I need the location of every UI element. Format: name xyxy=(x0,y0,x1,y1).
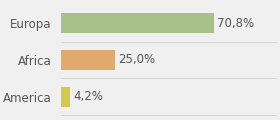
Text: 70,8%: 70,8% xyxy=(217,17,254,30)
Bar xyxy=(61,87,70,107)
Bar xyxy=(61,50,115,70)
Text: 25,0%: 25,0% xyxy=(118,54,155,66)
Bar xyxy=(61,13,214,33)
Text: 4,2%: 4,2% xyxy=(73,90,103,103)
